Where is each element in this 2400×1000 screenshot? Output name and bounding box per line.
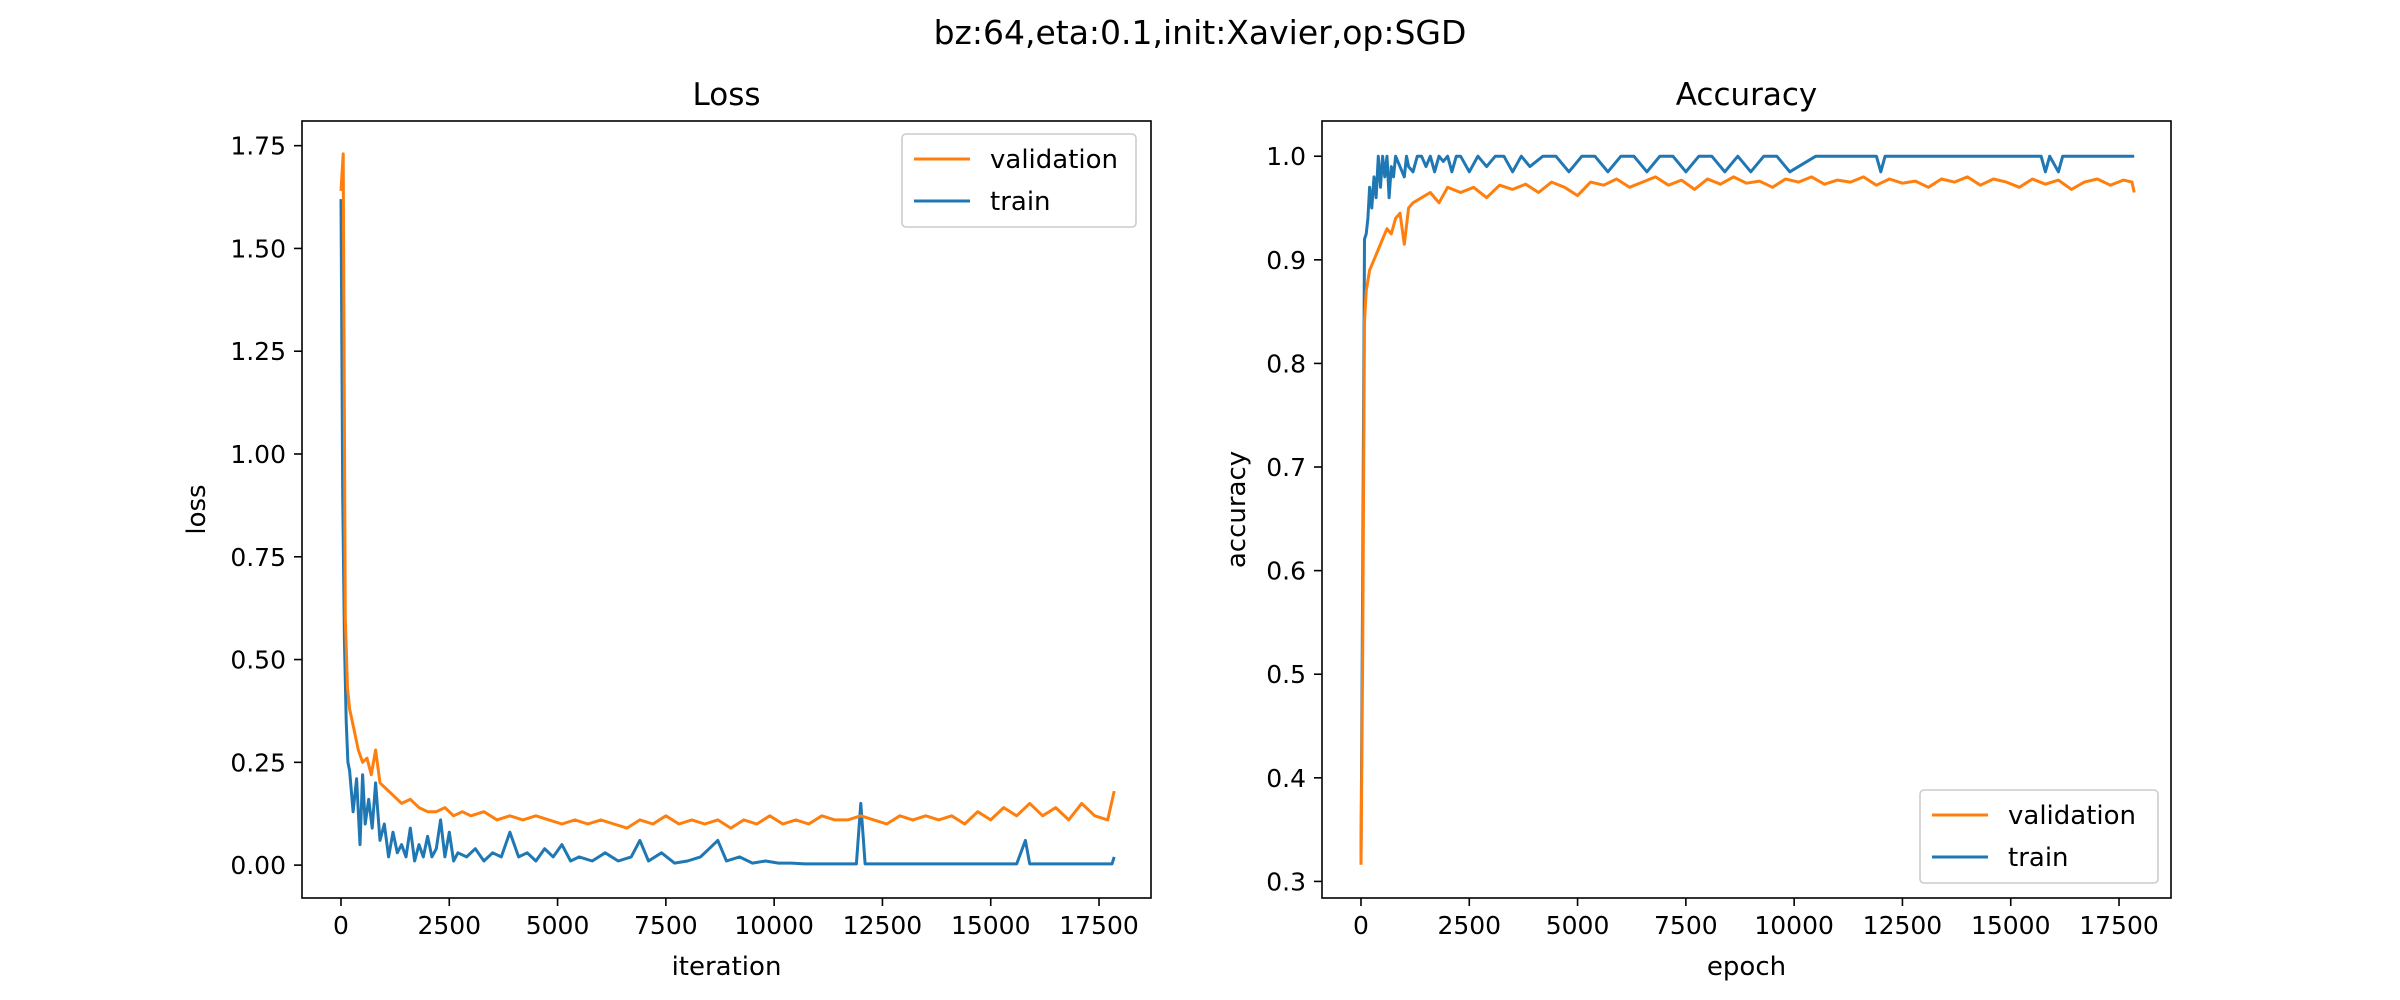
x-tick-label: 5000 <box>526 911 590 940</box>
x-tick-label: 10000 <box>1754 911 1834 940</box>
x-tick-label: 12500 <box>1863 911 1943 940</box>
y-tick-label: 1.50 <box>230 234 286 263</box>
legend: validation train <box>901 133 1137 228</box>
x-axis-label: epoch <box>1707 952 1786 982</box>
legend-label-validation: validation <box>990 145 1118 175</box>
y-tick-label: 0.4 <box>1266 764 1306 793</box>
y-tick-label: 0.8 <box>1266 349 1306 378</box>
legend-label-train: train <box>2008 843 2069 873</box>
y-tick-label: 0.7 <box>1266 453 1306 482</box>
x-tick-label: 10000 <box>734 911 814 940</box>
x-tick-label: 2500 <box>417 911 481 940</box>
plot-title: Loss <box>693 77 761 113</box>
x-tick-label: 0 <box>1353 911 1369 940</box>
x-tick-label: 15000 <box>951 911 1031 940</box>
figure-suptitle: bz:64,eta:0.1,init:Xavier,op:SGD <box>934 13 1467 52</box>
x-tick-label: 12500 <box>843 911 923 940</box>
x-tick-label: 15000 <box>1971 911 2051 940</box>
x-tick-label: 17500 <box>2079 911 2159 940</box>
x-tick-label: 7500 <box>634 911 698 940</box>
chart-loss: 0 2500 5000 7500 10000 12500 15000 17500 0.00 0.2… <box>182 77 1152 982</box>
y-tick-label: 0.75 <box>230 543 286 572</box>
y-tick-label: 1.25 <box>230 337 286 366</box>
y-tick-label: 1.0 <box>1266 142 1306 171</box>
charts: 0 2500 5000 7500 10000 12500 15000 17500 0.00 0.2… <box>182 77 2172 982</box>
legend-box <box>901 133 1137 228</box>
x-tick-label: 7500 <box>1654 911 1718 940</box>
y-tick-label: 1.75 <box>230 132 286 161</box>
series-group <box>339 152 1116 866</box>
y-tick-label: 0.3 <box>1266 867 1306 896</box>
x-axis-label: iteration <box>672 952 782 982</box>
y-axis-label: loss <box>182 484 212 534</box>
series-group <box>1359 154 2136 865</box>
y-tick-label: 1.00 <box>230 440 286 469</box>
x-tick-label: 5000 <box>1546 911 1610 940</box>
y-tick-label: 0.5 <box>1266 660 1306 689</box>
x-tick-label: 2500 <box>1437 911 1501 940</box>
y-tick-label: 0.00 <box>230 851 286 880</box>
plot-title: Accuracy <box>1676 77 1818 113</box>
y-tick-label: 0.6 <box>1266 557 1306 586</box>
x-tick-label: 0 <box>333 911 349 940</box>
axes-frame <box>301 120 1152 899</box>
series-line-train <box>1359 154 2135 861</box>
series-line-validation <box>1359 175 2136 865</box>
legend-label-train: train <box>990 187 1051 217</box>
y-tick-label: 0.50 <box>230 646 286 675</box>
legend-label-validation: validation <box>2008 801 2136 831</box>
chart-accuracy: 0 2500 5000 7500 10000 12500 15000 17500 0.3 0.4 0… <box>1222 77 2172 982</box>
series-line-train <box>339 199 1116 866</box>
legend-box <box>1919 789 2159 884</box>
axes-frame <box>1321 120 2172 899</box>
y-axis-label: accuracy <box>1222 451 1252 568</box>
legend: validation train <box>1919 789 2159 884</box>
y-tick-label: 0.9 <box>1266 246 1306 275</box>
series-line-validation <box>339 152 1116 830</box>
x-tick-label: 17500 <box>1059 911 1139 940</box>
y-tick-label: 0.25 <box>230 748 286 777</box>
